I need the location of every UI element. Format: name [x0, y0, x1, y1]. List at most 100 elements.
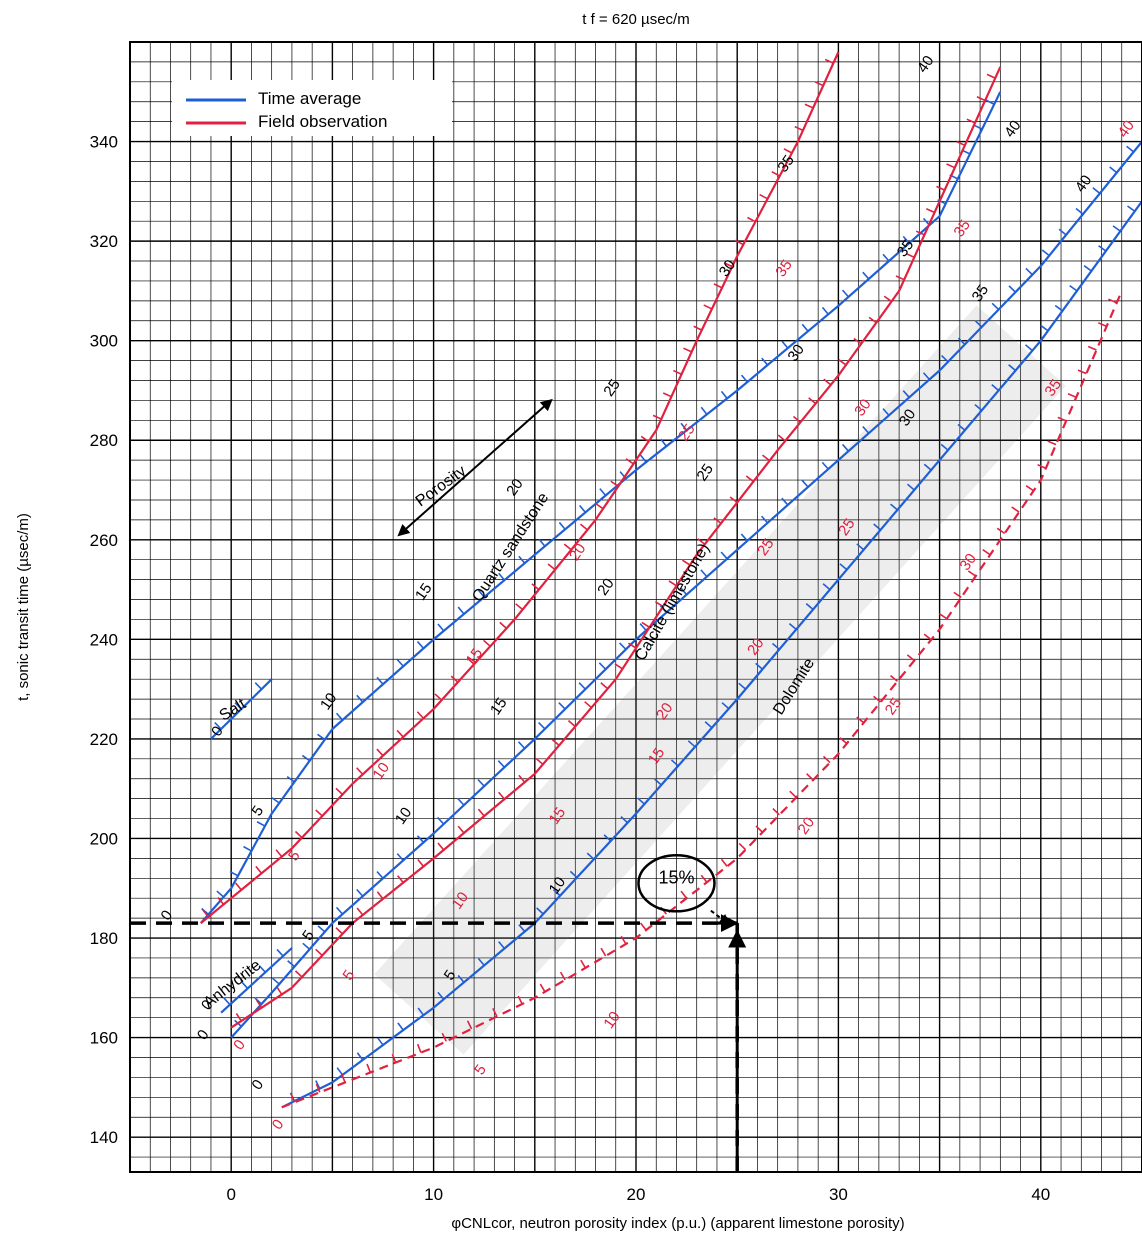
porosity-tick-mark — [680, 422, 688, 431]
porosity-tick-mark — [434, 693, 443, 701]
porosity-tick-mark — [683, 347, 692, 353]
porosity-tick-mark — [1037, 463, 1047, 469]
porosity-tick-mark — [1108, 298, 1118, 304]
porosity-tick-mark — [659, 605, 667, 614]
porosity-tick-mark — [397, 1022, 404, 1031]
y-tick-label: 140 — [90, 1128, 118, 1147]
porosity-tick-mark — [536, 907, 544, 915]
porosity-tick-mark — [600, 682, 609, 690]
porosity-tick-mark — [781, 340, 789, 349]
porosity-tick-mark — [804, 103, 814, 109]
porosity-value-label: 15 — [412, 580, 435, 603]
porosity-tick-mark — [610, 480, 619, 487]
porosity-tick-mark — [1025, 267, 1033, 276]
porosity-tick-mark — [396, 853, 404, 861]
porosity-tick-mark — [938, 613, 948, 620]
porosity-tick-mark — [906, 483, 915, 491]
porosity-tick-mark — [559, 971, 566, 981]
porosity-tick-mark — [1067, 393, 1077, 399]
porosity-tick-mark — [713, 283, 723, 289]
porosity-value-label: 30 — [851, 396, 874, 419]
porosity-tick-mark — [620, 816, 629, 824]
porosity-tick-mark — [953, 591, 962, 599]
porosity-tick-mark — [441, 1032, 447, 1042]
porosity-tick-mark — [760, 515, 769, 524]
porosity-tick-mark — [720, 390, 728, 399]
y-tick-label: 340 — [90, 133, 118, 152]
porosity-tick-mark — [336, 1067, 344, 1076]
porosity-tick-mark — [315, 1083, 321, 1093]
porosity-tick-mark — [783, 148, 793, 154]
porosity-tick-mark — [376, 871, 384, 879]
porosity-tick-mark — [498, 941, 506, 950]
porosity-tick-mark — [1092, 187, 1101, 195]
porosity-tick-mark — [668, 580, 677, 587]
porosity-tick-mark — [1047, 440, 1057, 446]
porosity-tick-mark — [700, 569, 708, 578]
porosity-tick-mark — [599, 488, 607, 497]
porosity-value-label: 20 — [795, 814, 818, 837]
x-tick-label: 40 — [1031, 1185, 1050, 1204]
porosity-value-label: 40 — [1072, 172, 1095, 195]
series-layer — [130, 51, 1142, 1172]
porosity-tick-mark — [882, 408, 890, 416]
porosity-value-label: 20 — [744, 635, 767, 658]
porosity-tick-mark — [1087, 345, 1097, 351]
porosity-tick-mark — [416, 1043, 422, 1053]
porosity-tick-mark — [1058, 228, 1067, 236]
porosity-tick-mark — [697, 538, 706, 545]
porosity-tick-mark — [276, 986, 283, 995]
porosity-tick-mark — [789, 790, 797, 798]
porosity-tick-mark — [873, 695, 882, 703]
time-average-line — [230, 140, 1142, 1039]
porosity-tick-mark — [1008, 364, 1017, 372]
porosity-tick-mark — [862, 426, 870, 434]
porosity-tick-mark — [1025, 485, 1035, 492]
porosity-tick-mark — [680, 890, 688, 899]
ticks: 0 10 20 30 40 140 160 180 200 220 240 260 280 300 320 3… — [90, 133, 1051, 1204]
porosity-value-label: 10 — [370, 759, 393, 782]
porosity-tick-mark — [967, 570, 977, 577]
porosity-tick-mark — [497, 760, 506, 768]
porosity-tick-mark — [923, 633, 932, 641]
porosity-value-label: 25 — [675, 421, 698, 444]
porosity-value-label: 35 — [950, 217, 973, 240]
porosity-tick-mark — [720, 858, 728, 867]
x-tick-label: 10 — [424, 1185, 443, 1204]
porosity-tick-mark — [551, 738, 560, 746]
porosity-tick-mark — [396, 658, 404, 667]
porosity-tick-mark — [417, 858, 425, 867]
porosity-tick-mark — [578, 682, 586, 690]
legend-box — [172, 80, 452, 136]
porosity-tick-mark — [294, 830, 303, 839]
porosity-tick-mark — [584, 701, 592, 709]
porosity-value-label: 30 — [716, 257, 739, 280]
porosity-tick-mark — [926, 208, 935, 214]
porosity-tick-mark — [772, 807, 780, 816]
porosity-tick-mark — [276, 948, 284, 957]
porosity-tick-mark — [315, 948, 323, 957]
porosity-tick-mark — [254, 997, 263, 1005]
porosity-tick-mark — [902, 235, 910, 244]
porosity-tick-mark — [738, 842, 747, 851]
porosity-tick-mark — [681, 559, 691, 566]
porosity-tick-mark — [759, 193, 768, 200]
porosity-tick-mark — [957, 423, 966, 431]
porosity-tick-mark — [437, 991, 445, 1000]
porosity-tick-mark — [822, 755, 831, 764]
porosity-tick-mark — [614, 663, 623, 670]
porosity-tick-mark — [539, 983, 546, 993]
porosity-tick-mark — [704, 721, 713, 729]
porosity-direction-arrow — [397, 398, 553, 537]
porosity-value-label: 10 — [449, 889, 472, 912]
porosity-tick-mark — [567, 720, 576, 728]
legend-label-time-average: Time average — [258, 89, 361, 108]
porosity-tick-mark — [586, 852, 595, 860]
porosity-tick-mark — [457, 798, 465, 806]
porosity-tick-mark — [641, 621, 650, 628]
x-tick-label: 20 — [627, 1185, 646, 1204]
porosity-value-label: 35 — [894, 237, 917, 260]
porosity-tick-mark — [923, 463, 932, 471]
y-tick-label: 160 — [90, 1029, 118, 1048]
